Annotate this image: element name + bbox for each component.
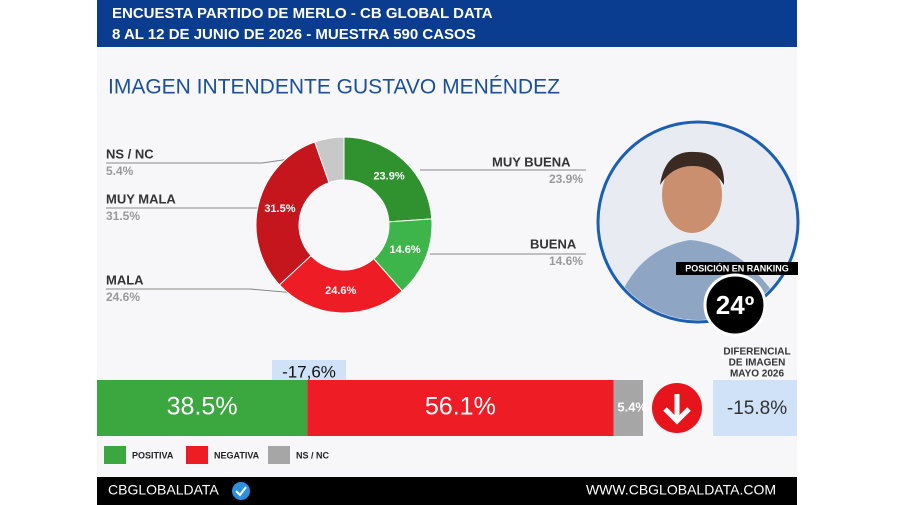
category-value: 31.5%	[106, 209, 140, 223]
bar-segment	[97, 380, 308, 436]
slice-label: 31.5%	[264, 203, 295, 215]
slice-label: 23.9%	[373, 171, 404, 183]
chart-title: IMAGEN INTENDENTE GUSTAVO MENÉNDEZ	[108, 76, 560, 99]
bar-value-label: 5.4%	[617, 399, 647, 414]
side-note-box	[713, 380, 797, 436]
legend-label: NEGATIVA	[214, 450, 260, 460]
side-note-value: -15.8%	[727, 398, 787, 419]
legend-label: NS / NC	[296, 450, 330, 460]
category-label: MUY BUENA	[492, 154, 571, 169]
slice-label: 14.6%	[389, 244, 420, 256]
legend-swatch	[104, 446, 126, 464]
donut-slice	[278, 254, 403, 314]
bar-value-label: 56.1%	[425, 393, 496, 421]
bar-segment	[613, 380, 643, 436]
category-label: NS / NC	[106, 146, 154, 161]
portrait: POSICIÓN EN RANKING 24º	[596, 120, 800, 337]
legend-swatch	[268, 446, 290, 464]
footer-url[interactable]: WWW.CBGLOBALDATA.COM	[586, 482, 776, 498]
category-label: MUY MALA	[106, 191, 176, 206]
side-note-title: MAYO 2026	[730, 369, 785, 380]
bar-segment	[307, 380, 614, 436]
header-line: ENCUESTA PARTIDO DE MERLO - CB GLOBAL DA…	[112, 5, 493, 22]
header-line: 8 AL 12 DE JUNIO DE 2026 - MUESTRA 590 C…	[112, 26, 476, 43]
category-label: BUENA	[530, 236, 577, 251]
donut-slice	[314, 136, 345, 184]
bar-value-label: 38.5%	[167, 393, 238, 421]
legend-label: POSITIVA	[132, 450, 174, 460]
category-value: 24.6%	[106, 290, 140, 304]
verified-icon	[232, 482, 250, 500]
category-value: 14.6%	[549, 254, 583, 268]
category-label: MALA	[106, 272, 144, 287]
footer-bar	[97, 477, 797, 505]
side-note-title: DE IMAGEN	[729, 358, 786, 369]
slice-label: 24.6%	[325, 285, 356, 297]
side-note-title: DIFERENCIAL	[723, 347, 790, 358]
ranking-position: 24º	[716, 290, 755, 320]
category-value: 5.4%	[106, 164, 134, 178]
header-bar	[97, 0, 797, 47]
footer-brand: CBGLOBALDATA	[108, 482, 219, 498]
down-arrow	[663, 394, 691, 425]
category-value: 23.9%	[549, 172, 583, 186]
legend-swatch	[186, 446, 208, 464]
donut-slice	[255, 141, 330, 286]
ranking-label: POSICIÓN EN RANKING	[685, 262, 789, 273]
annotation: -17,6%	[282, 362, 336, 381]
verified-check	[235, 486, 247, 497]
